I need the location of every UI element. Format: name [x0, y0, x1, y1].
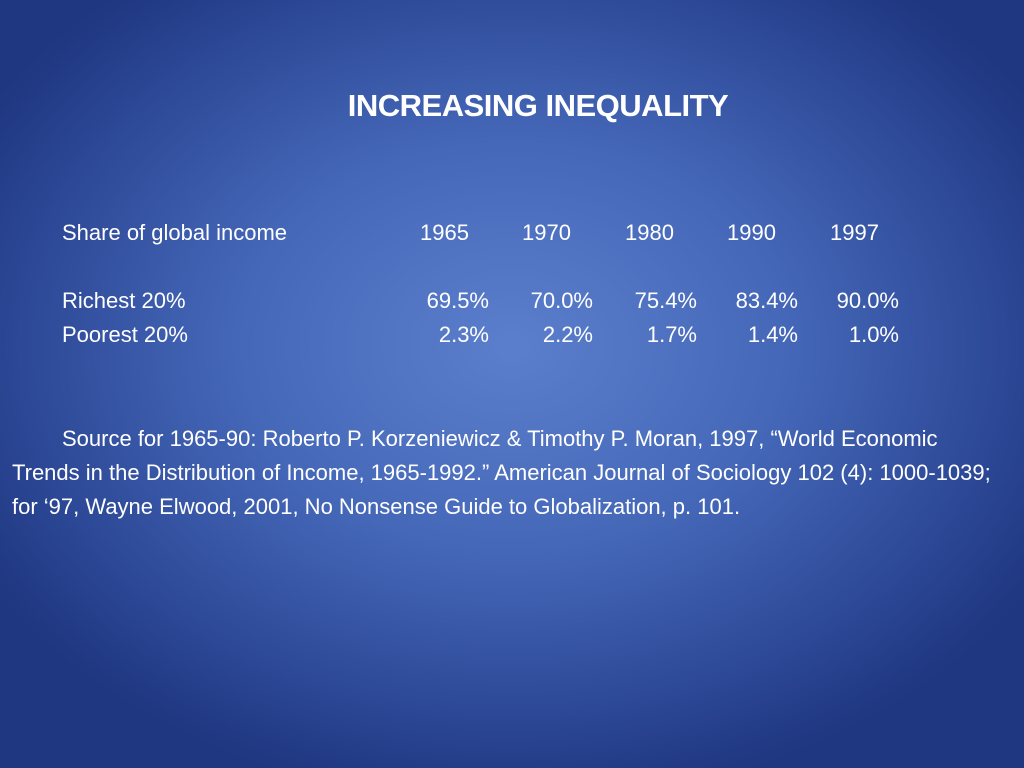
year-header-1965: 1965	[420, 220, 469, 245]
table-header-label: Share of global income	[62, 220, 288, 245]
poorest-value-1965: 2.3%	[438, 322, 489, 347]
year-header-1990: 1990	[727, 220, 776, 245]
richest-value-1980: 75.4%	[634, 288, 697, 313]
richest-value-1990: 83.4%	[735, 288, 798, 313]
poorest-value-1970: 2.2%	[542, 322, 593, 347]
year-header-1970: 1970	[522, 220, 571, 245]
row-label-poorest: Poorest 20%	[62, 322, 188, 347]
source-citation: Source for 1965-90: Roberto P. Korzeniew…	[12, 426, 991, 519]
poorest-value-1997: 1.0%	[848, 322, 899, 347]
slide-title: INCREASING INEQUALITY	[347, 88, 729, 123]
richest-value-1965: 69.5%	[426, 288, 489, 313]
poorest-value-1990: 1.4%	[747, 322, 798, 347]
poorest-value-1980: 1.7%	[646, 322, 697, 347]
year-header-1980: 1980	[625, 220, 674, 245]
year-header-1997: 1997	[830, 220, 879, 245]
row-label-richest: Richest 20%	[62, 288, 186, 313]
richest-value-1970: 70.0%	[530, 288, 593, 313]
richest-value-1997: 90.0%	[836, 288, 899, 313]
